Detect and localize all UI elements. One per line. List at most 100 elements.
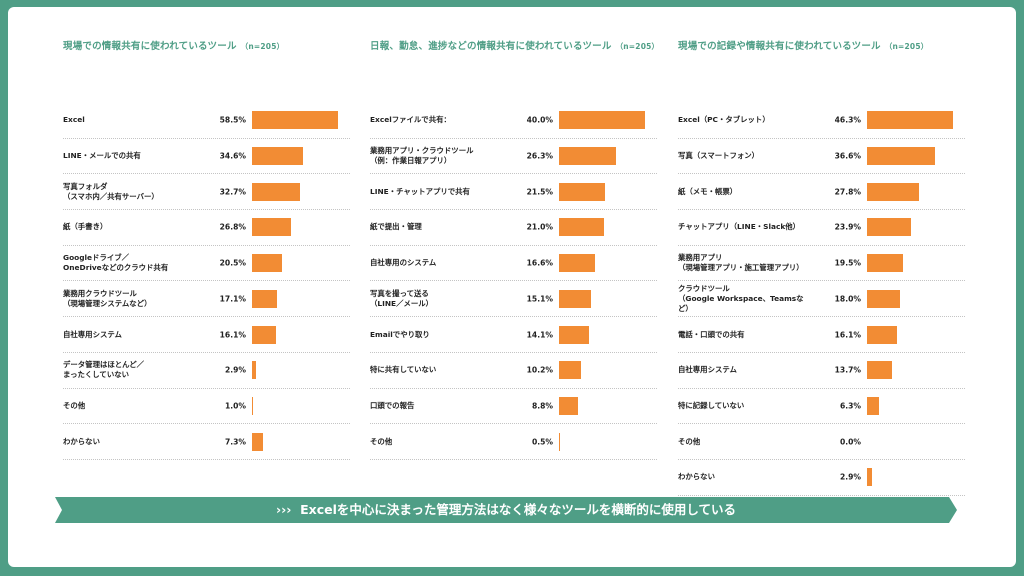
bar [867, 289, 901, 308]
value-label: 27.8% [834, 187, 861, 197]
bar-row: 写真（スマートフォン） 36.6% [678, 139, 965, 175]
bar-row: LINE・メールでの共有 34.6% [63, 139, 350, 175]
bar-row: 特に記録していない 6.3% [678, 389, 965, 425]
bar [867, 396, 879, 415]
category-label: 特に共有していない [370, 365, 437, 375]
bar-row: 特に共有していない 10.2% [370, 353, 657, 389]
bar-row: その他 1.0% [63, 389, 350, 425]
value-label: 26.8% [219, 222, 246, 232]
bar [559, 254, 595, 273]
bar [867, 182, 919, 201]
bar-row: 写真を撮って送る （LINE／メール） 15.1% [370, 282, 657, 318]
bar-row: Excel 58.5% [63, 103, 350, 139]
category-label: 紙で提出・管理 [370, 222, 422, 232]
category-label: わからない [63, 436, 100, 446]
chart-title: 現場での記録や情報共有に使われているツール （n=205） [678, 41, 929, 52]
bar [252, 325, 276, 344]
bar-row: 紙で提出・管理 21.0% [370, 210, 657, 246]
conclusion-message: Excelを中心に決まった管理方法はなく様々なツールを横断的に使用している [300, 502, 737, 517]
bar [867, 254, 904, 273]
value-label: 2.9% [839, 472, 861, 482]
bar [252, 361, 257, 380]
value-label: 36.6% [834, 151, 861, 161]
value-label: 16.1% [834, 330, 861, 340]
category-label: LINE・チャットアプリで共有 [370, 186, 470, 196]
conclusion-text: ››› Excelを中心に決まった管理方法はなく様々なツールを横断的に使用してい… [55, 497, 957, 523]
value-label: 26.3% [526, 151, 553, 161]
value-label: 40.0% [526, 115, 553, 125]
bar [559, 396, 578, 415]
category-label: 紙（メモ・帳票） [678, 186, 738, 196]
category-label: Excel（PC・タブレット） [678, 115, 770, 125]
category-label: クラウドツール （Google Workspace、Teamsなど） [678, 283, 804, 313]
value-label: 14.1% [526, 330, 553, 340]
bar [252, 218, 292, 237]
bar [559, 111, 645, 130]
bar [252, 396, 254, 415]
category-label: チャットアプリ（LINE・Slack他） [678, 222, 801, 232]
bar-row: Googleドライブ／ OneDriveなどのクラウド共有 20.5% [63, 246, 350, 282]
category-label: 写真（スマートフォン） [678, 151, 760, 161]
bar [252, 182, 301, 201]
bar-row: Emailでやり取り 14.1% [370, 317, 657, 353]
value-label: 46.3% [834, 115, 861, 125]
bar-row: わからない 7.3% [63, 424, 350, 460]
chart-title: 日報、勤怠、進捗などの情報共有に使われているツール （n=205） [370, 41, 660, 52]
value-label: 18.0% [834, 294, 861, 304]
value-label: 13.7% [834, 365, 861, 375]
category-label: その他 [370, 436, 393, 446]
bar [559, 325, 590, 344]
bar [867, 147, 935, 166]
value-label: 58.5% [219, 115, 246, 125]
chart-panel-field-info-sharing: 現場での情報共有に使われているツール （n=205） Excel 58.5% LINE… [63, 7, 350, 507]
value-label: 21.0% [526, 222, 553, 232]
bar-row: チャットアプリ（LINE・Slack他） 23.9% [678, 210, 965, 246]
value-label: 16.6% [526, 258, 553, 268]
bar [252, 147, 303, 166]
value-label: 19.5% [834, 258, 861, 268]
category-label: 自社専用システム [63, 329, 122, 339]
category-label: その他 [63, 400, 86, 410]
chart-panel-daily-report-sharing: 日報、勤怠、進捗などの情報共有に使われているツール （n=205） Excelファ… [370, 7, 660, 507]
conclusion-banner: ››› Excelを中心に決まった管理方法はなく様々なツールを横断的に使用してい… [55, 497, 957, 523]
value-label: 15.1% [526, 294, 553, 304]
category-label: 業務用アプリ・クラウドツール （例：作業日報アプリ） [370, 146, 474, 166]
bar-row: LINE・チャットアプリで共有 21.5% [370, 174, 657, 211]
bar-row: 自社専用システム 13.7% [678, 353, 965, 389]
bar [252, 111, 338, 130]
value-label: 21.5% [526, 187, 553, 197]
bar [559, 182, 606, 201]
bar-row: 自社専用システム 16.1% [63, 317, 350, 353]
bar-row: 紙（メモ・帳票） 27.8% [678, 174, 965, 211]
bar-row: Excelファイルで共有： 40.0% [370, 103, 657, 139]
bar-row: 紙（手書き） 26.8% [63, 210, 350, 246]
bar-row: その他 0.5% [370, 424, 657, 460]
chart-title: 現場での情報共有に使われているツール （n=205） [63, 41, 285, 52]
category-label: Emailでやり取り [370, 329, 430, 339]
bar-row: 業務用アプリ・クラウドツール （例：作業日報アプリ） 26.3% [370, 139, 657, 175]
value-label: 34.6% [219, 151, 246, 161]
bar [867, 468, 873, 487]
bar [252, 432, 263, 451]
category-label: 自社専用のシステム [370, 258, 437, 268]
value-label: 23.9% [834, 222, 861, 232]
category-label: Excelファイルで共有： [370, 115, 451, 125]
bar-row: 口頭での報告 8.8% [370, 389, 657, 425]
value-label: 32.7% [219, 187, 246, 197]
value-label: 16.1% [219, 330, 246, 340]
bar-row: 電話・口頭での共有 16.1% [678, 317, 965, 353]
category-label: 特に記録していない [678, 400, 745, 410]
bar [559, 289, 592, 308]
category-label: 写真を撮って送る （LINE／メール） [370, 288, 434, 308]
value-label: 10.2% [526, 365, 553, 375]
bar [252, 289, 278, 308]
bar [867, 111, 953, 130]
category-label: 紙（手書き） [63, 222, 108, 232]
bar [867, 325, 897, 344]
bar-row: その他 0.0% [678, 424, 965, 460]
category-label: 電話・口頭での共有 [678, 329, 745, 339]
banner-shape [55, 497, 957, 523]
bar [559, 147, 616, 166]
value-label: 8.8% [531, 401, 553, 411]
value-label: 17.1% [219, 294, 246, 304]
